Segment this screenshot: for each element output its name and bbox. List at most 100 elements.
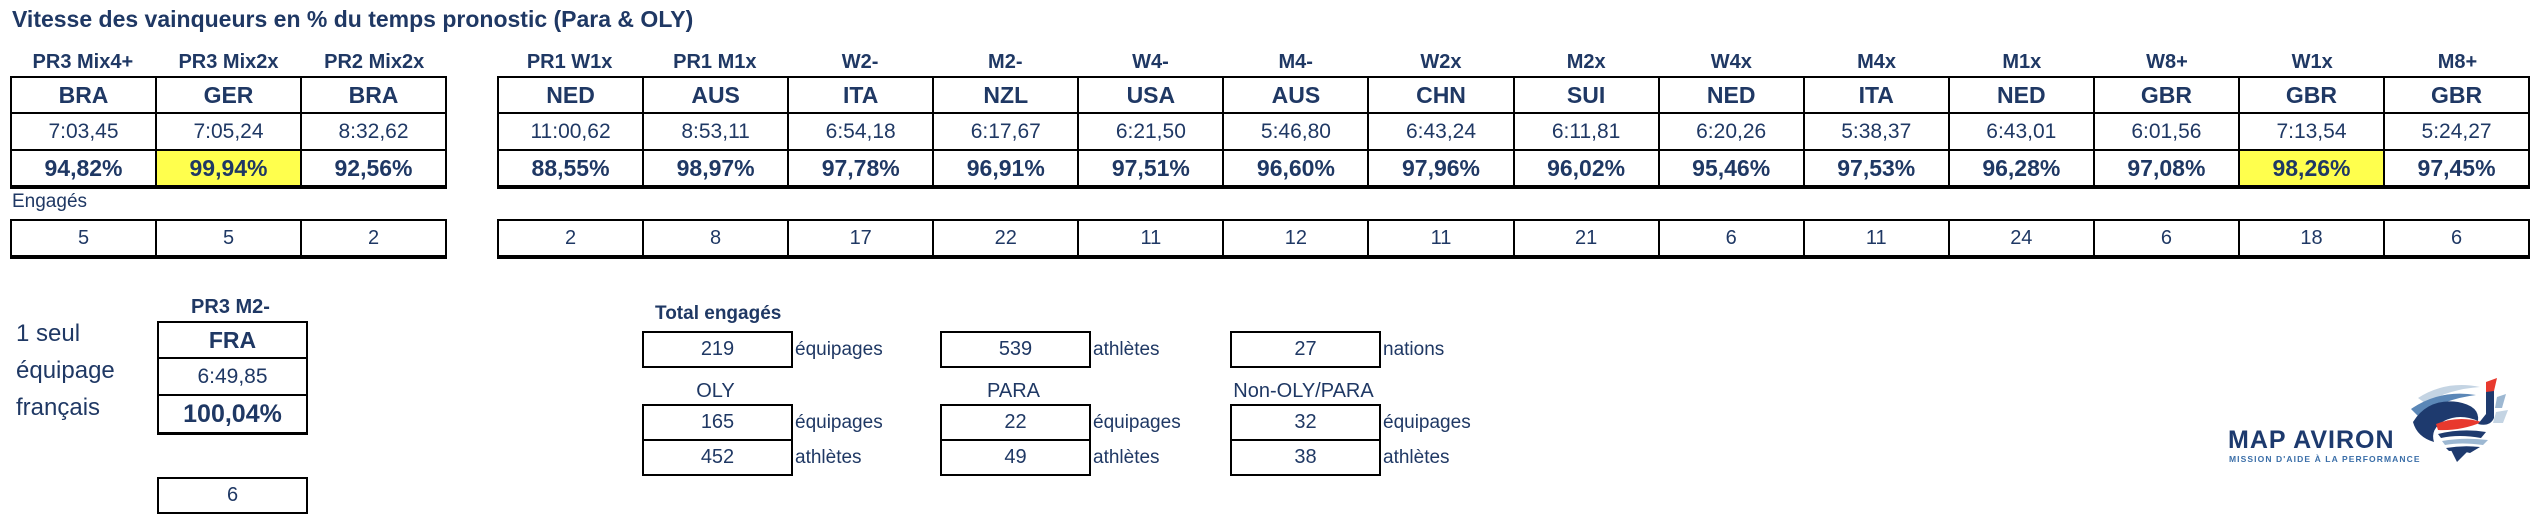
france-country-cell[interactable]: FRA [208, 326, 257, 353]
para-crews-cell[interactable]: 22 [940, 404, 1091, 441]
event-header-row: PR1 W1x PR1 M1x W2- M2- W4- M4- W2x M2x W4x M4x M1… [497, 48, 2530, 76]
time-cell[interactable]: 5:38,37 [1802, 114, 1948, 149]
time-cell[interactable]: 6:43,01 [1947, 114, 2093, 149]
country-cell[interactable]: BRA [58, 81, 109, 108]
french-note-line-2: équipage [16, 357, 115, 384]
engages-cell[interactable]: 24 [1947, 221, 2093, 255]
pct-cell[interactable]: 97,53% [1802, 151, 1948, 185]
pct-cell[interactable]: 96,60% [1222, 151, 1367, 185]
country-cell[interactable]: BRA [300, 78, 445, 112]
time-cell[interactable]: 6:11,81 [1512, 114, 1658, 149]
engages-cell[interactable]: 6 [1657, 221, 1803, 255]
engages-cell[interactable]: 21 [1512, 221, 1658, 255]
pct-cell[interactable]: 97,51% [1077, 151, 1222, 185]
time-cell[interactable]: 7:05,24 [155, 114, 300, 149]
pct-cell[interactable]: 96,28% [1947, 151, 2093, 185]
pct-cell[interactable]: 95,46% [1657, 151, 1803, 185]
event-header: M2- [988, 50, 1023, 73]
country-cell[interactable]: ITA [787, 78, 932, 112]
country-cell[interactable]: GBR [2383, 78, 2528, 112]
time-cell[interactable]: 7:03,45 [48, 119, 119, 143]
time-row: 11:00,62 8:53,11 6:54,18 6:17,67 6:21,50 5:46… [497, 112, 2530, 151]
oly-athletes-cell[interactable]: 452 [642, 439, 793, 476]
time-cell[interactable]: 7:13,54 [2237, 114, 2383, 149]
event-header: W2- [841, 50, 879, 73]
time-cell[interactable]: 8:32,62 [300, 114, 445, 149]
pct-cell[interactable]: 97,96% [1367, 151, 1512, 185]
nonoly-crews-cell[interactable]: 32 [1230, 404, 1381, 441]
pct-cell[interactable]: 97,45% [2383, 151, 2528, 185]
engages-cell[interactable]: 5 [155, 221, 300, 255]
engages-cell[interactable]: 17 [787, 221, 932, 255]
engages-cell[interactable]: 2 [300, 221, 445, 255]
country-cell[interactable]: USA [1077, 78, 1222, 112]
country-cell[interactable]: SUI [1512, 78, 1658, 112]
country-cell[interactable]: NED [1657, 78, 1803, 112]
france-event-header: PR3 M2- [191, 296, 270, 318]
france-time-cell[interactable]: 6:49,85 [197, 364, 268, 388]
pct-cell[interactable]: 96,91% [932, 151, 1077, 185]
event-header: W4- [1132, 50, 1169, 73]
para-crews-label: équipages [1093, 411, 1181, 433]
engages-cell[interactable]: 6 [2092, 221, 2238, 255]
time-cell[interactable]: 6:43,24 [1367, 114, 1512, 149]
country-cell[interactable]: ITA [1802, 78, 1948, 112]
engages-label: Engagés [12, 191, 88, 212]
total-crews-cell[interactable]: 219 [642, 331, 793, 368]
event-header: W1x [2291, 50, 2333, 73]
engages-cell[interactable]: 11 [1367, 221, 1512, 255]
engages-cell[interactable]: 6 [2383, 221, 2528, 255]
country-cell[interactable]: AUS [642, 78, 787, 112]
france-pct-cell[interactable]: 100,04% [183, 399, 282, 428]
country-cell[interactable]: GBR [2092, 78, 2238, 112]
pct-cell[interactable]: 98,97% [642, 151, 787, 185]
oly-crews-cell[interactable]: 165 [642, 404, 793, 441]
pct-cell[interactable]: 97,08% [2092, 151, 2238, 185]
country-cell[interactable]: NED [1947, 78, 2093, 112]
pct-cell[interactable]: 98,26% [2237, 151, 2384, 185]
pct-cell[interactable]: 96,02% [1512, 151, 1658, 185]
pct-cell[interactable]: 92,56% [300, 151, 445, 185]
time-cell[interactable]: 11:00,62 [530, 119, 611, 143]
country-cell[interactable]: NED [546, 81, 595, 108]
engages-cell[interactable]: 11 [1802, 221, 1948, 255]
total-athletes-cell[interactable]: 539 [940, 331, 1091, 368]
event-header: PR3 Mix2x [178, 50, 279, 73]
event-header: PR2 Mix2x [324, 50, 425, 73]
france-engages-cell[interactable]: 6 [157, 477, 308, 514]
total-crews-label: équipages [795, 338, 883, 360]
pct-cell[interactable]: 94,82% [44, 154, 123, 181]
engages-cell[interactable]: 2 [564, 226, 577, 249]
french-note-line-3: français [16, 394, 101, 421]
country-cell[interactable]: NZL [932, 78, 1077, 112]
para-athletes-cell[interactable]: 49 [940, 439, 1091, 476]
time-cell[interactable]: 6:20,26 [1657, 114, 1803, 149]
country-cell[interactable]: GER [155, 78, 300, 112]
engages-cell[interactable]: 18 [2237, 221, 2383, 255]
total-nations-cell[interactable]: 27 [1230, 331, 1381, 368]
results-rows: BRA GER BRA 7:03,45 7:05,24 8:32,62 94,82% 99,9… [10, 76, 447, 189]
time-cell[interactable]: 5:24,27 [2383, 114, 2528, 149]
engages-cell[interactable]: 12 [1222, 221, 1367, 255]
country-cell[interactable]: GBR [2237, 78, 2383, 112]
engages-cell[interactable]: 11 [1077, 221, 1222, 255]
engages-cell[interactable]: 22 [932, 221, 1077, 255]
engages-cell[interactable]: 8 [642, 221, 787, 255]
time-cell[interactable]: 8:53,11 [642, 114, 787, 149]
oly-crews-label: équipages [795, 411, 883, 433]
nonoly-athletes-cell[interactable]: 38 [1230, 439, 1381, 476]
time-cell[interactable]: 6:21,50 [1077, 114, 1222, 149]
pct-cell[interactable]: 97,78% [787, 151, 932, 185]
results-rows: NED AUS ITA NZL USA AUS CHN SUI NED ITA NED GBR GBR G… [497, 76, 2530, 189]
time-cell[interactable]: 6:54,18 [787, 114, 932, 149]
time-cell[interactable]: 6:01,56 [2092, 114, 2238, 149]
country-cell[interactable]: AUS [1222, 78, 1367, 112]
engages-cell[interactable]: 5 [77, 226, 90, 249]
pct-cell[interactable]: 99,94% [155, 151, 300, 185]
country-cell[interactable]: CHN [1367, 78, 1512, 112]
para-athletes-label: athlètes [1093, 446, 1160, 468]
time-cell[interactable]: 6:17,67 [932, 114, 1077, 149]
time-cell[interactable]: 5:46,80 [1222, 114, 1367, 149]
pct-cell[interactable]: 88,55% [531, 154, 610, 181]
